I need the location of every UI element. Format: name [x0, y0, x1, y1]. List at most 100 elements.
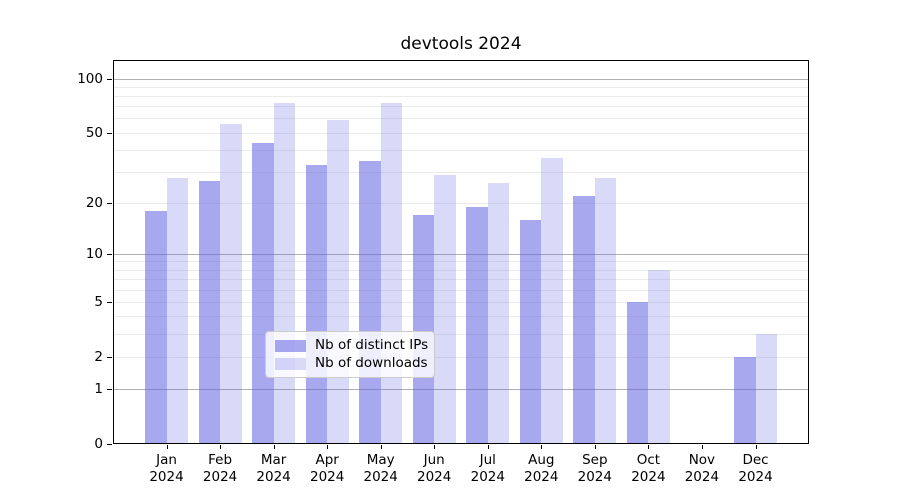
x-axis-month-label-nov: Nov 2024 [660, 452, 744, 486]
y-axis-tick-label-100: 100 [77, 71, 103, 87]
x-tick-mark-oct [648, 445, 650, 449]
gridline-major-100 [113, 78, 809, 80]
month-line: Feb [208, 452, 233, 468]
x-tick-mark-sep [594, 445, 596, 449]
y-tick-mark-2 [107, 356, 112, 358]
bar-distinct-ips-jun [412, 215, 435, 444]
gridline-minor-30 [113, 171, 809, 173]
legend-swatch-downloads [275, 357, 306, 370]
year-line: 2024 [470, 469, 505, 485]
bar-distinct-ips-jul [466, 207, 488, 444]
y-axis-tick-label-2: 2 [94, 349, 103, 366]
legend-entry-downloads: Nb of downloads [275, 355, 428, 372]
x-tick-mark-feb [220, 445, 222, 449]
y-axis-tick-label-0: 0 [94, 436, 103, 452]
chart-title: devtools 2024 [400, 34, 522, 54]
year-line: 2024 [684, 469, 720, 485]
x-axis-month-label-jan: Jan 2024 [125, 452, 209, 486]
gridline-minor-40 [113, 149, 809, 151]
month-line: Oct [636, 452, 661, 468]
y-tick-mark-20 [107, 202, 112, 204]
x-axis-month-label-jun: Jun 2024 [392, 452, 476, 486]
year-line: 2024 [256, 469, 291, 485]
x-tick-mark-nov [701, 445, 703, 449]
gridline-minor-50 [113, 132, 809, 134]
gridline-minor-60 [113, 118, 809, 120]
legend-label-downloads: Nb of downloads [315, 355, 428, 371]
bar-distinct-ips-aug [519, 219, 542, 444]
bar-distinct-ips-sep [573, 196, 595, 444]
y-tick-mark-5 [107, 301, 112, 303]
y-tick-mark-10 [107, 253, 112, 255]
gridline-minor-6 [113, 289, 809, 291]
bar-downloads-may [380, 102, 403, 444]
x-axis-month-label-may: May 2024 [339, 452, 423, 486]
bar-downloads-jul [487, 183, 510, 444]
year-line: 2024 [202, 469, 238, 485]
gridline-minor-3 [113, 333, 809, 335]
bar-distinct-ips-apr [305, 165, 328, 444]
gridline-minor-2 [113, 356, 809, 358]
y-axis-tick-label-1: 1 [94, 381, 103, 398]
y-axis-tick-label-10: 10 [85, 246, 103, 263]
month-line: Sep [582, 452, 608, 468]
year-line: 2024 [149, 469, 184, 485]
legend-entry-distinct-ips: Nb of distinct IPs [275, 337, 429, 354]
x-axis-month-label-oct: Oct 2024 [606, 452, 690, 486]
x-tick-mark-jul [487, 445, 489, 449]
gridline-minor-20 [113, 202, 809, 204]
bar-downloads-dec [755, 334, 777, 444]
bar-distinct-ips-may [359, 160, 381, 444]
year-line: 2024 [310, 469, 345, 485]
month-line: Apr [315, 452, 339, 468]
bar-downloads-oct [648, 270, 670, 444]
y-axis-tick-label-50: 50 [85, 125, 103, 141]
legend-swatch-distinct-ips [275, 339, 306, 352]
gridline-minor-7 [113, 279, 809, 280]
gridline-major-10 [113, 253, 809, 255]
month-line: Aug [528, 452, 555, 468]
gridline-minor-4 [113, 316, 809, 318]
month-line: May [366, 452, 395, 468]
y-tick-mark-50 [107, 132, 112, 134]
bar-distinct-ips-mar [252, 142, 274, 444]
x-tick-mark-may [380, 445, 382, 449]
y-axis-tick-label-5: 5 [94, 294, 103, 311]
x-axis-month-label-feb: Feb 2024 [178, 452, 262, 486]
year-line: 2024 [524, 469, 559, 485]
y-tick-mark-0 [107, 443, 112, 445]
year-line: 2024 [738, 469, 773, 485]
year-line: 2024 [631, 469, 666, 485]
year-line: 2024 [417, 469, 452, 485]
bar-downloads-aug [541, 158, 563, 444]
y-tick-mark-1 [107, 388, 112, 390]
bar-distinct-ips-feb [198, 180, 221, 444]
gridline-minor-70 [113, 106, 809, 108]
y-axis-tick-label-20: 20 [85, 195, 103, 212]
gridline-minor-9 [113, 261, 809, 263]
bar-downloads-mar [273, 102, 296, 444]
legend-label-distinct-ips: Nb of distinct IPs [315, 337, 429, 353]
x-axis-month-label-apr: Apr 2024 [285, 452, 369, 486]
gridline-minor-8 [113, 269, 809, 271]
bar-distinct-ips-oct [626, 302, 649, 444]
month-line: Jun [423, 452, 445, 468]
bar-distinct-ips-jan [145, 211, 167, 444]
bar-downloads-jan [166, 177, 188, 444]
month-line: Jul [479, 452, 496, 468]
x-tick-mark-dec [755, 445, 757, 449]
x-tick-mark-mar [273, 445, 275, 449]
x-axis-month-label-jul: Jul 2024 [446, 452, 530, 486]
x-axis-month-label-aug: Aug 2024 [499, 452, 583, 486]
bar-downloads-apr [327, 120, 349, 444]
x-tick-mark-jan [166, 445, 168, 449]
x-axis-month-label-mar: Mar 2024 [232, 452, 316, 486]
bar-downloads-feb [220, 124, 242, 444]
gridline-major-1 [113, 388, 809, 390]
year-line: 2024 [577, 469, 612, 485]
gridline-minor-5 [113, 301, 809, 303]
x-tick-mark-aug [541, 445, 543, 449]
month-line: Mar [260, 452, 287, 468]
y-tick-mark-100 [107, 78, 112, 80]
